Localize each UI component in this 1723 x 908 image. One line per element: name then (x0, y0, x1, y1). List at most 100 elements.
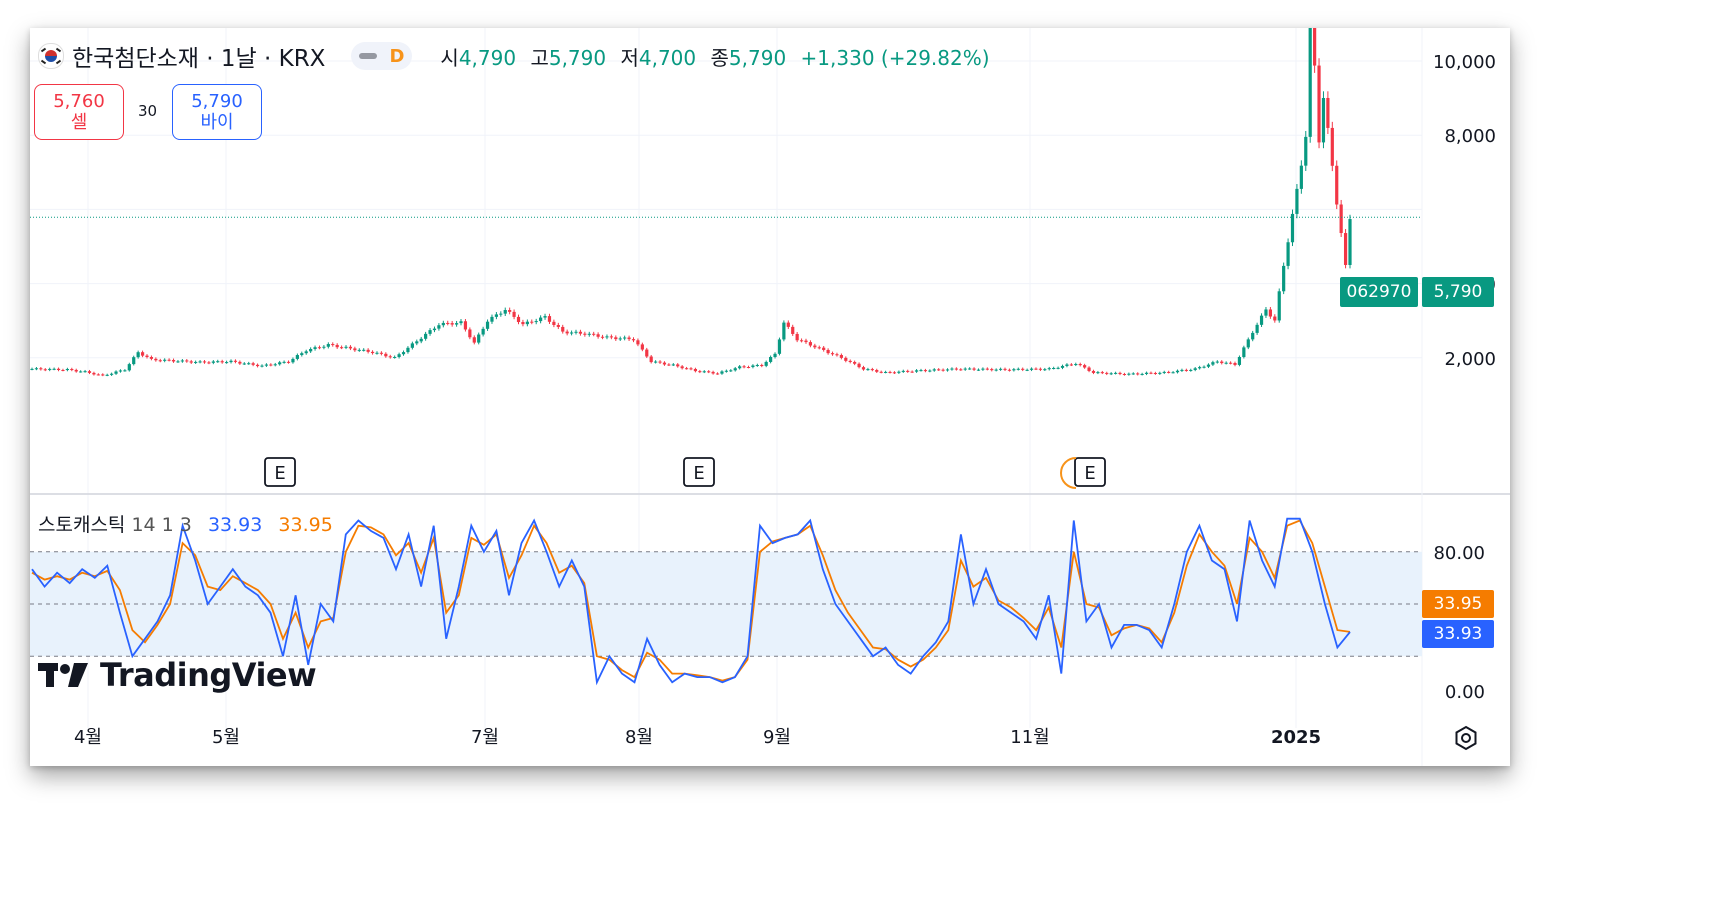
tradingview-logo[interactable]: TradingView (38, 656, 317, 694)
candle-body (1012, 369, 1016, 371)
candle-body (1096, 372, 1100, 374)
candle-body (48, 368, 52, 370)
candle-body (317, 347, 322, 349)
candle-body (534, 321, 538, 323)
candle-body (822, 347, 826, 350)
candle-body (127, 364, 131, 371)
logo-text: TradingView (100, 656, 317, 694)
candle-body (171, 359, 176, 362)
close-value: 5,790 (728, 45, 787, 70)
candle-body (264, 364, 269, 366)
candle-body (1122, 374, 1127, 376)
candle-body (1246, 339, 1250, 348)
sell-price: 5,760 (53, 91, 105, 112)
candle-body (795, 333, 799, 341)
candle-body (1282, 265, 1286, 292)
spread-value: 30 (138, 102, 158, 120)
price-tick-label: 10,000 (1433, 52, 1496, 73)
buy-label: 바이 (200, 112, 234, 133)
candle-body (764, 361, 768, 366)
candle-body (105, 374, 109, 376)
high-value: 5,790 (548, 45, 607, 70)
candle-body (574, 331, 578, 333)
candle-body (176, 361, 180, 363)
candle-body (1052, 368, 1056, 370)
candle-body (693, 368, 698, 372)
candle-body (746, 366, 751, 368)
candle-body (1118, 372, 1122, 375)
candle-body (61, 370, 65, 372)
sell-button[interactable]: 5,760 셀 (34, 84, 124, 140)
candle-body (813, 345, 817, 348)
candle-body (114, 371, 118, 374)
candle-body (1047, 368, 1051, 370)
candle-body (861, 367, 866, 370)
low-value: 4,700 (638, 45, 697, 70)
interval-badge: D (389, 45, 405, 67)
candle-body (640, 344, 644, 350)
candle-body (260, 365, 264, 367)
buy-button[interactable]: 5,790 바이 (172, 84, 262, 140)
candle-body (1215, 361, 1219, 363)
candle-body (446, 322, 450, 324)
candle-body (1043, 369, 1047, 371)
candle-body (556, 324, 560, 327)
candle-body (720, 371, 724, 374)
candle-body (441, 322, 445, 326)
candle-body (1299, 165, 1303, 189)
candle-body (1016, 368, 1020, 370)
candle-body (968, 368, 972, 370)
ticker-tag: 062970 (1340, 277, 1418, 307)
candle-body (43, 369, 47, 371)
candle-body (530, 321, 534, 323)
candle-body (1277, 291, 1281, 321)
candle-body (662, 362, 667, 365)
indicator-params: 14 1 3 (131, 514, 192, 536)
candle-body (596, 334, 600, 337)
stochastic-band (30, 551, 1422, 657)
candle-body (273, 364, 277, 366)
sell-label: 셀 (70, 112, 88, 133)
candle-body (1339, 204, 1343, 234)
candle-body (353, 348, 357, 351)
candle-body (817, 347, 821, 349)
candle-body (830, 353, 835, 355)
settings-gear-icon[interactable] (1452, 724, 1480, 752)
candle-body (963, 368, 967, 370)
stochastic-legend[interactable]: 스토캐스틱 14 1 3 33.93 33.95 (38, 510, 333, 537)
candle-body (1069, 364, 1073, 366)
candle-body (1078, 364, 1082, 366)
candle-body (799, 340, 804, 342)
candle-body (132, 357, 136, 365)
candle-body (437, 325, 441, 329)
candle-body (870, 369, 874, 371)
candle-body (185, 360, 189, 362)
candle-body (1308, 28, 1312, 137)
candle-body (1171, 372, 1175, 374)
candle-body (309, 348, 313, 352)
candle-body (110, 373, 114, 375)
candle-body (897, 371, 901, 373)
candle-body (627, 337, 631, 340)
time-tick-label: 8월 (625, 727, 653, 748)
candle-body (1113, 372, 1118, 374)
d-value: 33.95 (278, 514, 333, 536)
candle-body (304, 351, 308, 354)
interval-toggle[interactable]: D (351, 42, 413, 70)
candle-body (211, 361, 215, 363)
candle-body (671, 364, 675, 366)
candle-body (286, 361, 291, 363)
candle-body (587, 333, 591, 335)
candle-body (432, 328, 437, 331)
candle-body (410, 343, 414, 348)
candle-body (521, 322, 525, 325)
change-value: +1,330 (+29.82%) (800, 45, 990, 70)
candle-body (636, 340, 640, 345)
candle-body (1286, 242, 1290, 266)
time-tick-label: 9월 (763, 727, 791, 748)
symbol-title[interactable]: 한국첨단소재 · 1날 · KRX (72, 46, 326, 72)
symbol-header: 한국첨단소재 · 1날 · KRX D 시4,790 고5,790 저4,700… (38, 40, 990, 72)
candle-body (569, 332, 574, 334)
